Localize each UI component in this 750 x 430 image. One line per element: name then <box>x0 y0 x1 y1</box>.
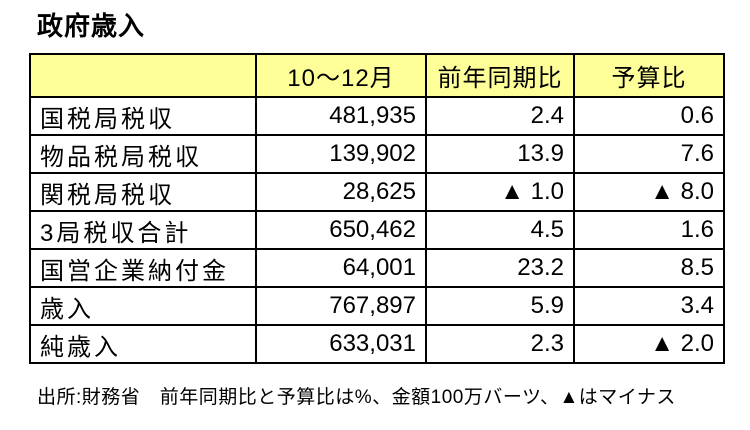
amount-cell: 633,031 <box>255 324 427 364</box>
row-label: 国税局税収 <box>29 96 257 136</box>
header-cell-period: 10～12月 <box>255 53 427 98</box>
yoy-cell: 4.5 <box>425 210 575 250</box>
budget-cell: 1.6 <box>573 210 725 250</box>
row-label: 3局税収合計 <box>29 210 257 250</box>
yoy-cell: 23.2 <box>425 248 575 288</box>
table-row: 歳入 767,897 5.9 3.4 <box>29 286 725 326</box>
table-row: 純歳入 633,031 2.3 ▲ 2.0 <box>29 324 725 364</box>
yoy-cell: 5.9 <box>425 286 575 326</box>
table-row: 国営企業納付金 64,001 23.2 8.5 <box>29 248 725 288</box>
amount-cell: 64,001 <box>255 248 427 288</box>
table-row: 国税局税収 481,935 2.4 0.6 <box>29 96 725 136</box>
header-row: 10～12月 前年同期比 予算比 <box>29 53 725 98</box>
budget-cell: 7.6 <box>573 134 725 174</box>
row-label: 関税局税収 <box>29 172 257 212</box>
yoy-cell: ▲ 1.0 <box>425 172 575 212</box>
yoy-cell: 13.9 <box>425 134 575 174</box>
row-label: 国営企業納付金 <box>29 248 257 288</box>
header-cell-yoy: 前年同期比 <box>425 53 575 98</box>
yoy-cell: 2.3 <box>425 324 575 364</box>
amount-cell: 139,902 <box>255 134 427 174</box>
row-label: 純歳入 <box>29 324 257 364</box>
amount-cell: 28,625 <box>255 172 427 212</box>
table-row: 物品税局税収 139,902 13.9 7.6 <box>29 134 725 174</box>
page-title: 政府歳入 <box>37 11 146 41</box>
budget-cell: 8.5 <box>573 248 725 288</box>
revenue-table: 10～12月 前年同期比 予算比 国税局税収 481,935 2.4 0.6 物… <box>29 53 725 364</box>
budget-cell: 0.6 <box>573 96 725 136</box>
budget-cell: 3.4 <box>573 286 725 326</box>
yoy-cell: 2.4 <box>425 96 575 136</box>
amount-cell: 481,935 <box>255 96 427 136</box>
row-label: 歳入 <box>29 286 257 326</box>
budget-cell: ▲ 8.0 <box>573 172 725 212</box>
source-note: 出所:財務省 前年同期比と予算比は%、金額100万バーツ、▲はマイナス <box>37 387 676 408</box>
budget-cell: ▲ 2.0 <box>573 324 725 364</box>
table-row: 3局税収合計 650,462 4.5 1.6 <box>29 210 725 250</box>
table-row: 関税局税収 28,625 ▲ 1.0 ▲ 8.0 <box>29 172 725 212</box>
row-label: 物品税局税収 <box>29 134 257 174</box>
header-cell-budget: 予算比 <box>573 53 725 98</box>
header-cell-empty <box>29 53 257 98</box>
amount-cell: 650,462 <box>255 210 427 250</box>
amount-cell: 767,897 <box>255 286 427 326</box>
